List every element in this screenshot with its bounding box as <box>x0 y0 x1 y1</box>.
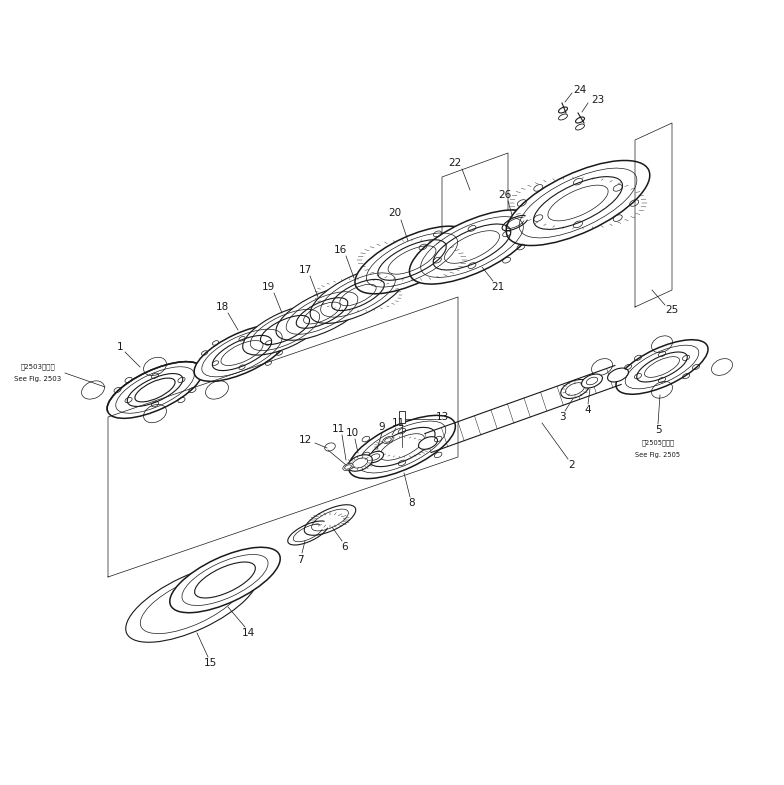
Text: See Fig. 2505: See Fig. 2505 <box>636 452 681 458</box>
Text: 20: 20 <box>388 208 401 218</box>
Ellipse shape <box>194 325 290 382</box>
Text: 7: 7 <box>296 555 303 565</box>
Text: 5: 5 <box>655 425 662 435</box>
Ellipse shape <box>506 160 650 246</box>
Text: 11: 11 <box>332 424 345 434</box>
Ellipse shape <box>107 362 203 418</box>
Ellipse shape <box>355 226 469 294</box>
Ellipse shape <box>347 455 372 471</box>
Text: 2: 2 <box>568 460 575 470</box>
Text: 13: 13 <box>435 412 448 422</box>
Text: See Fig. 2503: See Fig. 2503 <box>14 376 62 382</box>
Text: 19: 19 <box>261 282 274 292</box>
Text: 1: 1 <box>117 342 123 352</box>
Ellipse shape <box>419 436 437 449</box>
Text: 16: 16 <box>333 245 347 255</box>
Ellipse shape <box>366 451 383 462</box>
Ellipse shape <box>170 547 280 613</box>
Polygon shape <box>108 297 458 577</box>
Text: 4: 4 <box>585 405 591 415</box>
Text: 23: 23 <box>591 95 604 105</box>
Text: 14: 14 <box>241 628 255 638</box>
Ellipse shape <box>616 340 708 394</box>
Text: 12: 12 <box>299 435 311 445</box>
Text: 15: 15 <box>203 658 216 668</box>
Text: 22: 22 <box>448 158 462 168</box>
Ellipse shape <box>304 505 356 535</box>
Ellipse shape <box>243 305 328 355</box>
Text: 24: 24 <box>573 85 586 95</box>
Ellipse shape <box>349 415 456 479</box>
Text: 9: 9 <box>379 422 385 432</box>
Text: 18: 18 <box>216 302 229 312</box>
Text: 3: 3 <box>559 412 565 422</box>
Polygon shape <box>442 153 508 237</box>
Ellipse shape <box>276 286 368 340</box>
Ellipse shape <box>343 463 354 470</box>
Ellipse shape <box>582 374 602 388</box>
Text: 11: 11 <box>391 418 405 428</box>
Ellipse shape <box>561 379 590 399</box>
Ellipse shape <box>383 436 394 444</box>
Ellipse shape <box>310 267 406 323</box>
Text: 26: 26 <box>499 190 512 200</box>
Ellipse shape <box>409 210 535 284</box>
Text: 第2503図参照: 第2503図参照 <box>20 363 56 371</box>
Text: 第2505図参照: 第2505図参照 <box>641 440 674 447</box>
Ellipse shape <box>608 368 629 382</box>
Text: 25: 25 <box>666 305 679 315</box>
Ellipse shape <box>125 564 258 642</box>
Text: 21: 21 <box>492 282 505 292</box>
Text: 17: 17 <box>299 265 311 275</box>
Bar <box>399 411 405 423</box>
Text: 8: 8 <box>408 498 416 508</box>
Text: 10: 10 <box>346 428 358 438</box>
Polygon shape <box>635 123 672 307</box>
Text: 6: 6 <box>342 542 348 552</box>
